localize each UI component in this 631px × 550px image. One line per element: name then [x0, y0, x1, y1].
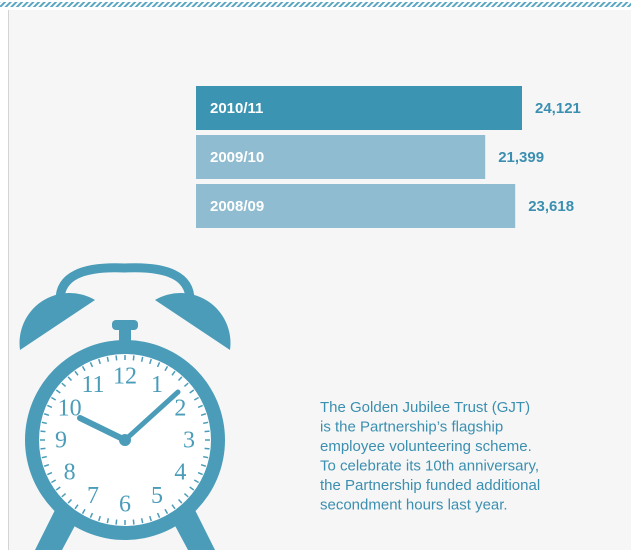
top-border [0, 2, 631, 7]
clock-tick [67, 376, 73, 382]
clock-tick [40, 447, 46, 450]
clock-handle [55, 263, 195, 301]
clock-numeral: 12 [113, 364, 137, 390]
clock-tick [106, 518, 110, 524]
clock-tick [89, 362, 94, 368]
clock-numeral: 8 [64, 460, 76, 486]
clock-knob [112, 320, 138, 330]
clock-tick [106, 356, 110, 362]
clock-tick [132, 355, 135, 361]
clock-tick [67, 498, 73, 504]
clock-tick [43, 413, 50, 416]
clock-tick [164, 366, 169, 372]
clock-tick [171, 370, 176, 376]
paragraph-line: The Golden Jubilee Trust (GJT) [320, 399, 530, 416]
clock-tick [149, 515, 152, 522]
clock-tick [156, 512, 161, 518]
bar [196, 184, 516, 228]
clock-tick [61, 492, 67, 498]
clock-tick [183, 492, 189, 498]
category-label: 2010/11 [210, 100, 263, 117]
clock-numeral: 11 [81, 372, 104, 398]
paragraph-line: employee volunteering scheme. [320, 438, 532, 455]
clock-tick [47, 404, 53, 409]
clock-tick [140, 518, 144, 524]
clock-tick [203, 421, 209, 425]
clock-tick [204, 430, 210, 433]
clock-tick [171, 504, 176, 510]
clock-bell-left [19, 293, 96, 350]
clock-tick [197, 404, 203, 409]
bar [196, 135, 486, 179]
category-label: 2008/09 [210, 198, 264, 215]
clock-tick [115, 355, 118, 361]
clock-tick [203, 455, 209, 459]
clock-tick [41, 421, 47, 425]
clock-tick [189, 389, 195, 394]
clock-tick [177, 376, 183, 382]
value-label: 24,121 [535, 100, 581, 117]
paragraph-line: is the Partnership’s flagship [320, 418, 503, 435]
clock-tick [183, 382, 189, 388]
clock-tick [193, 396, 199, 401]
value-label: 21,399 [498, 149, 544, 166]
clock-numeral: 3 [183, 428, 195, 454]
clock-tick [140, 356, 144, 362]
clock-bell-right [155, 293, 231, 350]
clock-tick [40, 430, 46, 433]
clock-tick [197, 471, 203, 476]
clock-numeral: 7 [87, 483, 99, 509]
clock-tick [177, 498, 183, 504]
clock-numeral: 2 [174, 396, 186, 422]
clock-tick [81, 366, 86, 372]
clock-numeral: 9 [55, 428, 67, 454]
clock-tick [164, 508, 169, 514]
clock-tick [51, 479, 57, 484]
clock-tick [98, 515, 101, 522]
clock-hour-hand [77, 415, 128, 443]
clock-minute-hand [122, 389, 181, 443]
clock-tick [193, 479, 199, 484]
clock-tick [200, 413, 207, 416]
clock-pin [119, 434, 131, 446]
clock-tick [89, 512, 94, 518]
clock-tick [204, 447, 210, 450]
paragraph-line: secondment hours last year. [320, 496, 508, 513]
clock-tick [55, 389, 61, 394]
paragraph-line: To celebrate its 10th anniversary, [320, 457, 539, 474]
clock-numeral: 1 [151, 372, 163, 398]
clock-tick [115, 519, 118, 525]
clock-tick [74, 370, 79, 376]
category-label: 2009/10 [210, 149, 264, 166]
clock-tick [43, 464, 50, 467]
clock-tick [51, 396, 57, 401]
clock-tick [98, 358, 101, 365]
clock-tick [149, 358, 152, 365]
clock-tick [81, 508, 86, 514]
clock-tick [189, 486, 195, 491]
clock-numeral: 6 [119, 492, 131, 518]
clock-tick [74, 504, 79, 510]
clock-tick [61, 382, 67, 388]
clock-numeral: 4 [174, 460, 186, 486]
paragraph-line: the Partnership funded additional [320, 477, 540, 494]
bar [196, 86, 522, 130]
clock-tick [41, 455, 47, 459]
clock-tick [47, 471, 53, 476]
value-label: 23,618 [528, 198, 574, 215]
clock-tick [156, 362, 161, 368]
clock-tick [132, 519, 135, 525]
clock-tick [200, 464, 207, 467]
clock-tick [55, 486, 61, 491]
clock-numeral: 5 [151, 483, 163, 509]
